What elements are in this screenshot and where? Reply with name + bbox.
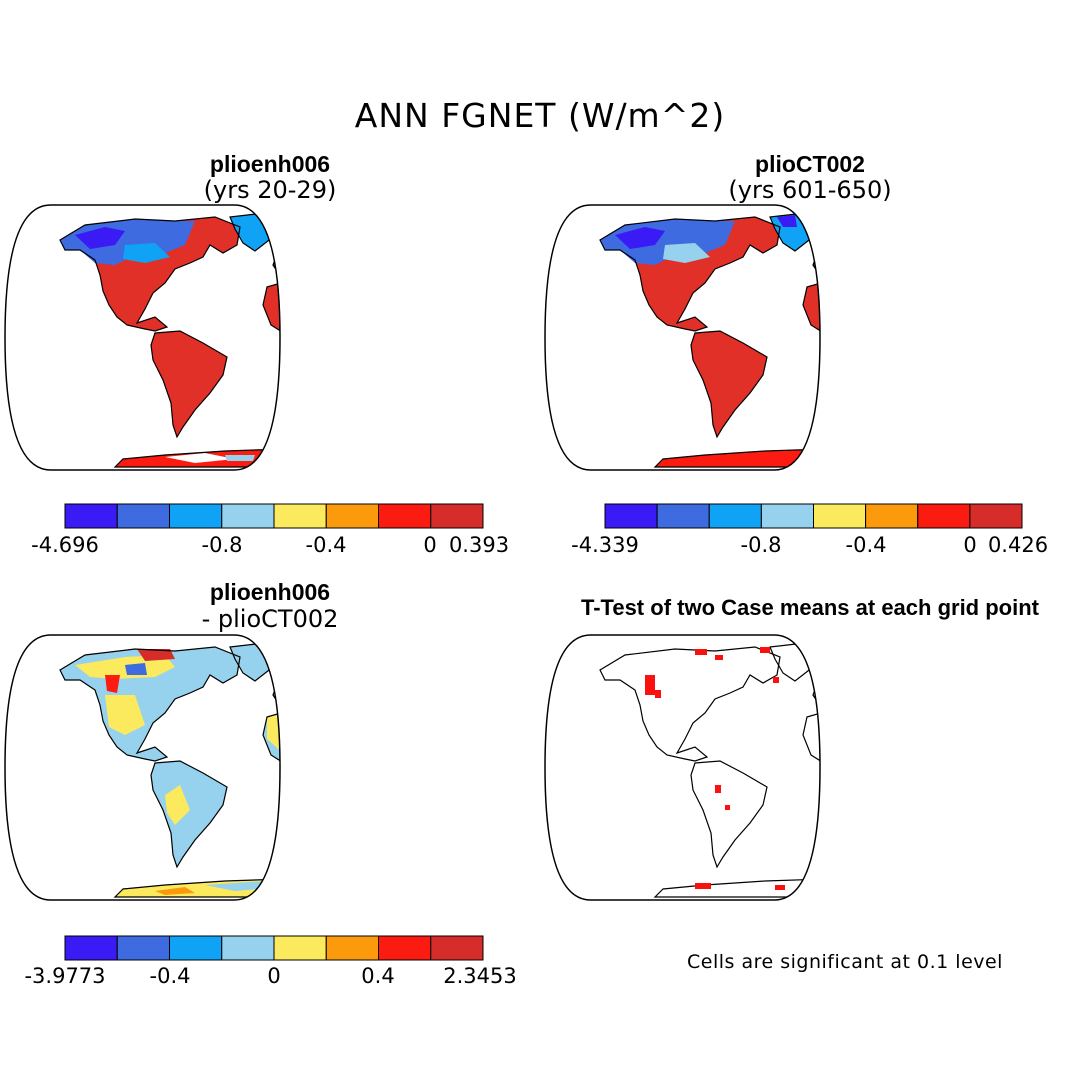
colorbar-swatch — [169, 935, 223, 961]
colorbar-swatch — [969, 503, 1023, 529]
map-case2 — [545, 205, 820, 470]
colorbar-case2-tick: -4.339 — [571, 533, 639, 557]
colorbar-swatch — [917, 503, 971, 529]
colorbar-swatch — [325, 935, 379, 961]
colorbar-swatch — [169, 503, 223, 529]
colorbar-case1 — [64, 503, 484, 529]
colorbar-case1-tick: 0.393 — [449, 533, 509, 557]
colorbar-diff-tick: -0.4 — [150, 964, 191, 988]
colorbar-diff-tick: -3.9773 — [24, 964, 105, 988]
colorbar-swatch — [221, 503, 275, 529]
colorbar-swatch — [64, 503, 118, 529]
significance-note: Cells are significant at 0.1 level — [687, 951, 1003, 973]
colorbar-case1-tick: 0 — [423, 533, 436, 557]
panel-ttest-title: T-Test of two Case means at each grid po… — [581, 595, 1040, 620]
colorbar-swatch — [273, 935, 327, 961]
map-ttest — [545, 635, 820, 900]
colorbar-swatch — [708, 503, 762, 529]
panel-case1: plioenh006 (yrs 20-29) — [4, 151, 509, 557]
colorbar-swatch — [116, 503, 170, 529]
colorbar-case1-tick: -0.4 — [306, 533, 347, 557]
colorbar-swatch — [430, 935, 484, 961]
colorbar-swatch — [656, 503, 710, 529]
panel-case2-sublabel: (yrs 601-650) — [728, 176, 891, 204]
colorbar-swatch — [116, 935, 170, 961]
colorbar-swatch — [378, 503, 432, 529]
figure-title: ANN FGNET (W/m^2) — [355, 96, 725, 135]
colorbar-swatch — [813, 503, 867, 529]
colorbar-diff-tick: 2.3453 — [443, 964, 516, 988]
colorbar-case1-tick: -0.8 — [202, 533, 243, 557]
panel-ttest: T-Test of two Case means at each grid po… — [544, 595, 1040, 973]
colorbar-swatch — [378, 935, 432, 961]
colorbar-swatch — [273, 503, 327, 529]
panel-diff-label: plioenh006 — [210, 579, 330, 605]
colorbar-case2-tick: -0.4 — [846, 533, 887, 557]
map-case1 — [5, 205, 280, 470]
map-diff — [5, 635, 280, 900]
colorbar-case2-tick: 0 — [963, 533, 976, 557]
colorbar-diff — [64, 935, 484, 961]
panel-diff-sublabel: - plioCT002 — [202, 605, 339, 633]
colorbar-diff-tick: 0 — [267, 964, 280, 988]
colorbar-swatch — [64, 935, 118, 961]
colorbar-case2 — [604, 503, 1023, 529]
colorbar-diff-tick: 0.4 — [361, 964, 394, 988]
colorbar-swatch — [604, 503, 658, 529]
colorbar-case1-tick: -4.696 — [31, 533, 99, 557]
colorbar-swatch — [430, 503, 484, 529]
panel-case1-label: plioenh006 — [210, 151, 330, 177]
panel-case2: plioCT002 (yrs 601-650) — [544, 151, 1048, 557]
colorbar-case1-ticks: -4.696 -0.8 -0.4 0 0.393 — [31, 533, 509, 557]
colorbar-case2-ticks: -4.339 -0.8 -0.4 0 0.426 — [571, 533, 1048, 557]
panel-case2-label: plioCT002 — [755, 151, 865, 177]
colorbar-swatch — [221, 935, 275, 961]
colorbar-case2-tick: -0.8 — [741, 533, 782, 557]
panel-diff: plioenh006 - plioCT002 — [4, 579, 517, 988]
panel-case1-sublabel: (yrs 20-29) — [204, 176, 337, 204]
significance-dots — [645, 647, 785, 890]
colorbar-swatch — [325, 503, 379, 529]
colorbar-swatch — [865, 503, 919, 529]
colorbar-case2-tick: 0.426 — [988, 533, 1048, 557]
colorbar-diff-ticks: -3.9773 -0.4 0 0.4 2.3453 — [24, 964, 516, 988]
colorbar-swatch — [760, 503, 814, 529]
